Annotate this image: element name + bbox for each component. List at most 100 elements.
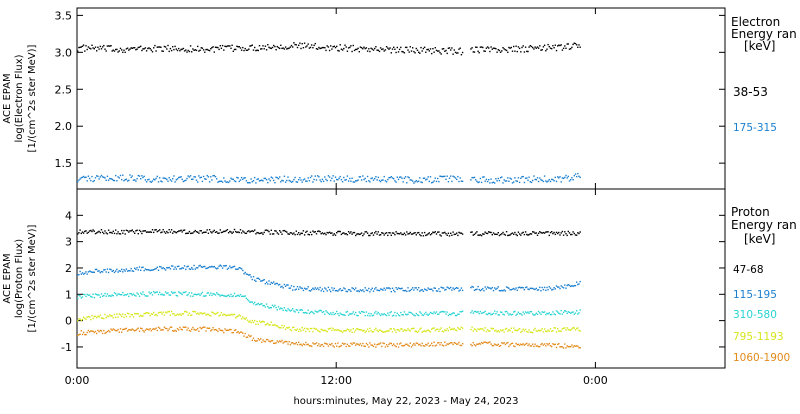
- data-point: [404, 176, 407, 178]
- data-point: [532, 46, 534, 49]
- data-point: [490, 46, 492, 48]
- data-point: [267, 283, 269, 285]
- data-point: [570, 48, 572, 50]
- data-point: [537, 310, 540, 313]
- data-point: [290, 181, 293, 183]
- data-point: [93, 230, 95, 232]
- data-point: [482, 287, 484, 290]
- data-point: [441, 175, 444, 178]
- data-point: [301, 326, 303, 329]
- data-point: [485, 178, 488, 181]
- data-point: [301, 232, 303, 235]
- data-point: [147, 295, 149, 297]
- data-point: [134, 294, 136, 296]
- data-point: [151, 51, 154, 53]
- data-point: [328, 289, 331, 291]
- data-point: [375, 310, 377, 313]
- data-point: [571, 328, 573, 330]
- data-point: [567, 175, 569, 178]
- data-point: [553, 343, 555, 346]
- data-point: [283, 325, 286, 327]
- data-point: [282, 309, 284, 312]
- data-point: [376, 344, 378, 346]
- data-point: [539, 330, 541, 332]
- data-point: [85, 318, 87, 321]
- data-point: [166, 312, 168, 314]
- data-point: [210, 315, 212, 317]
- x-tick-label: 0:00: [583, 374, 608, 387]
- data-point: [279, 230, 281, 232]
- y-tick-label: 3.0: [55, 46, 73, 59]
- data-point: [192, 295, 194, 297]
- data-point: [347, 329, 350, 331]
- data-point: [296, 181, 299, 183]
- data-point: [578, 175, 580, 177]
- data-point: [393, 232, 395, 234]
- data-point: [78, 46, 80, 49]
- x-tick-label: 12:00: [320, 374, 352, 387]
- data-point: [306, 312, 308, 314]
- data-point: [168, 294, 170, 296]
- data-point: [379, 342, 382, 344]
- data-point: [334, 176, 337, 178]
- data-point: [202, 326, 205, 328]
- data-point: [355, 344, 357, 346]
- data-point: [485, 288, 488, 290]
- data-point: [523, 289, 526, 291]
- data-point: [324, 342, 326, 344]
- data-point: [414, 344, 416, 346]
- data-point: [305, 288, 307, 290]
- data-point: [470, 48, 472, 50]
- data-point: [284, 328, 287, 330]
- data-point: [480, 289, 483, 291]
- data-point: [549, 287, 552, 289]
- data-point: [484, 327, 486, 329]
- data-point: [302, 343, 305, 345]
- data-point: [227, 314, 230, 316]
- data-point: [265, 338, 268, 341]
- data-point: [536, 313, 539, 315]
- y-tick-label: 0: [65, 315, 72, 328]
- data-point: [207, 232, 210, 234]
- data-point: [280, 44, 282, 46]
- data-point: [445, 329, 447, 332]
- data-point: [560, 232, 562, 234]
- data-point: [541, 311, 543, 313]
- y-tick-label: 1.5: [55, 157, 73, 170]
- data-point: [579, 280, 581, 283]
- data-point: [540, 49, 542, 51]
- data-point: [189, 295, 192, 297]
- data-point: [410, 328, 413, 330]
- data-point: [179, 176, 181, 178]
- data-point: [287, 284, 289, 286]
- data-point: [353, 342, 356, 344]
- data-point: [249, 45, 251, 47]
- data-point: [235, 329, 237, 331]
- data-point: [77, 297, 79, 300]
- data-point: [151, 180, 154, 182]
- data-point: [295, 288, 297, 290]
- data-point: [100, 293, 103, 295]
- data-point: [157, 326, 160, 328]
- data-point: [161, 181, 163, 183]
- data-point: [406, 343, 408, 345]
- data-point: [408, 177, 410, 179]
- data-point: [553, 47, 555, 49]
- data-point: [577, 172, 579, 175]
- data-point: [383, 331, 385, 333]
- data-point: [187, 265, 189, 267]
- data-point: [264, 306, 267, 308]
- data-point: [78, 179, 80, 181]
- data-point: [99, 271, 101, 274]
- data-point: [397, 287, 400, 289]
- data-point: [151, 328, 154, 330]
- data-point: [101, 332, 104, 335]
- data-point: [202, 49, 205, 51]
- data-point: [344, 314, 346, 316]
- data-point: [376, 49, 378, 51]
- data-point: [412, 180, 414, 182]
- data-point: [205, 178, 207, 180]
- data-point: [562, 347, 565, 349]
- data-point: [216, 178, 218, 180]
- data-point: [507, 177, 509, 179]
